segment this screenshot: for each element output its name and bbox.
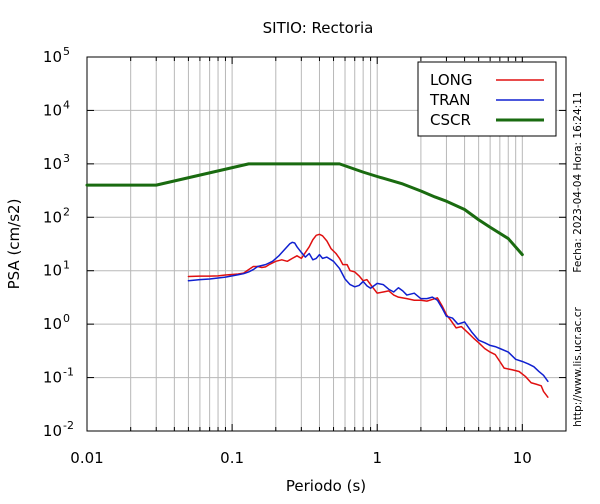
y-tick-label: 10 bbox=[43, 369, 62, 387]
x-tick-label: 0.01 bbox=[70, 449, 103, 467]
x-tick-label: 0.1 bbox=[220, 449, 244, 467]
legend-label-cscr: CSCR bbox=[430, 111, 471, 129]
axis-ticks bbox=[86, 56, 567, 432]
y-tick-exponent: 0 bbox=[63, 312, 70, 325]
legend-box bbox=[417, 61, 557, 137]
series-line-long bbox=[187, 233, 549, 398]
y-tick-exponent: -2 bbox=[63, 419, 74, 432]
chart-title: SITIO: Rectoria bbox=[263, 19, 374, 37]
y-tick-label: 10 bbox=[43, 262, 62, 280]
date-time-stamp: Fecha: 2023-04-04 Hora: 16:24:11 bbox=[572, 91, 584, 272]
series-layer bbox=[85, 162, 549, 398]
y-tick-label: 10 bbox=[43, 422, 62, 440]
y-tick-exponent: 2 bbox=[63, 205, 70, 218]
y-tick-exponent: 4 bbox=[63, 98, 70, 111]
y-tick-exponent: 1 bbox=[63, 259, 70, 272]
plot-frame bbox=[86, 56, 567, 432]
x-tick-label: 10 bbox=[513, 449, 532, 467]
x-tick-labels: 0.01 0.1 1 10 bbox=[70, 449, 532, 467]
y-tick-label: 10 bbox=[43, 315, 62, 333]
legend-label-long: LONG bbox=[430, 71, 472, 89]
x-axis-label: Periodo (s) bbox=[286, 477, 366, 495]
y-tick-label: 10 bbox=[43, 155, 62, 173]
y-tick-exponent: 3 bbox=[63, 152, 70, 165]
y-tick-exponent: -1 bbox=[63, 366, 74, 379]
series-line-cscr bbox=[85, 162, 524, 257]
grid bbox=[87, 57, 566, 431]
y-tick-label: 10 bbox=[43, 48, 62, 66]
website-url: http://www.lis.ucr.ac.cr bbox=[572, 306, 584, 426]
y-tick-label: 10 bbox=[43, 101, 62, 119]
y-axis-label: PSA (cm/s2) bbox=[5, 199, 23, 290]
series-line-tran bbox=[187, 241, 549, 383]
legend-label-tran: TRAN bbox=[429, 91, 470, 109]
x-tick-label: 1 bbox=[372, 449, 382, 467]
y-tick-exponent: 5 bbox=[63, 45, 70, 58]
legend: LONG TRAN CSCR bbox=[417, 61, 557, 137]
y-tick-label: 10 bbox=[43, 208, 62, 226]
